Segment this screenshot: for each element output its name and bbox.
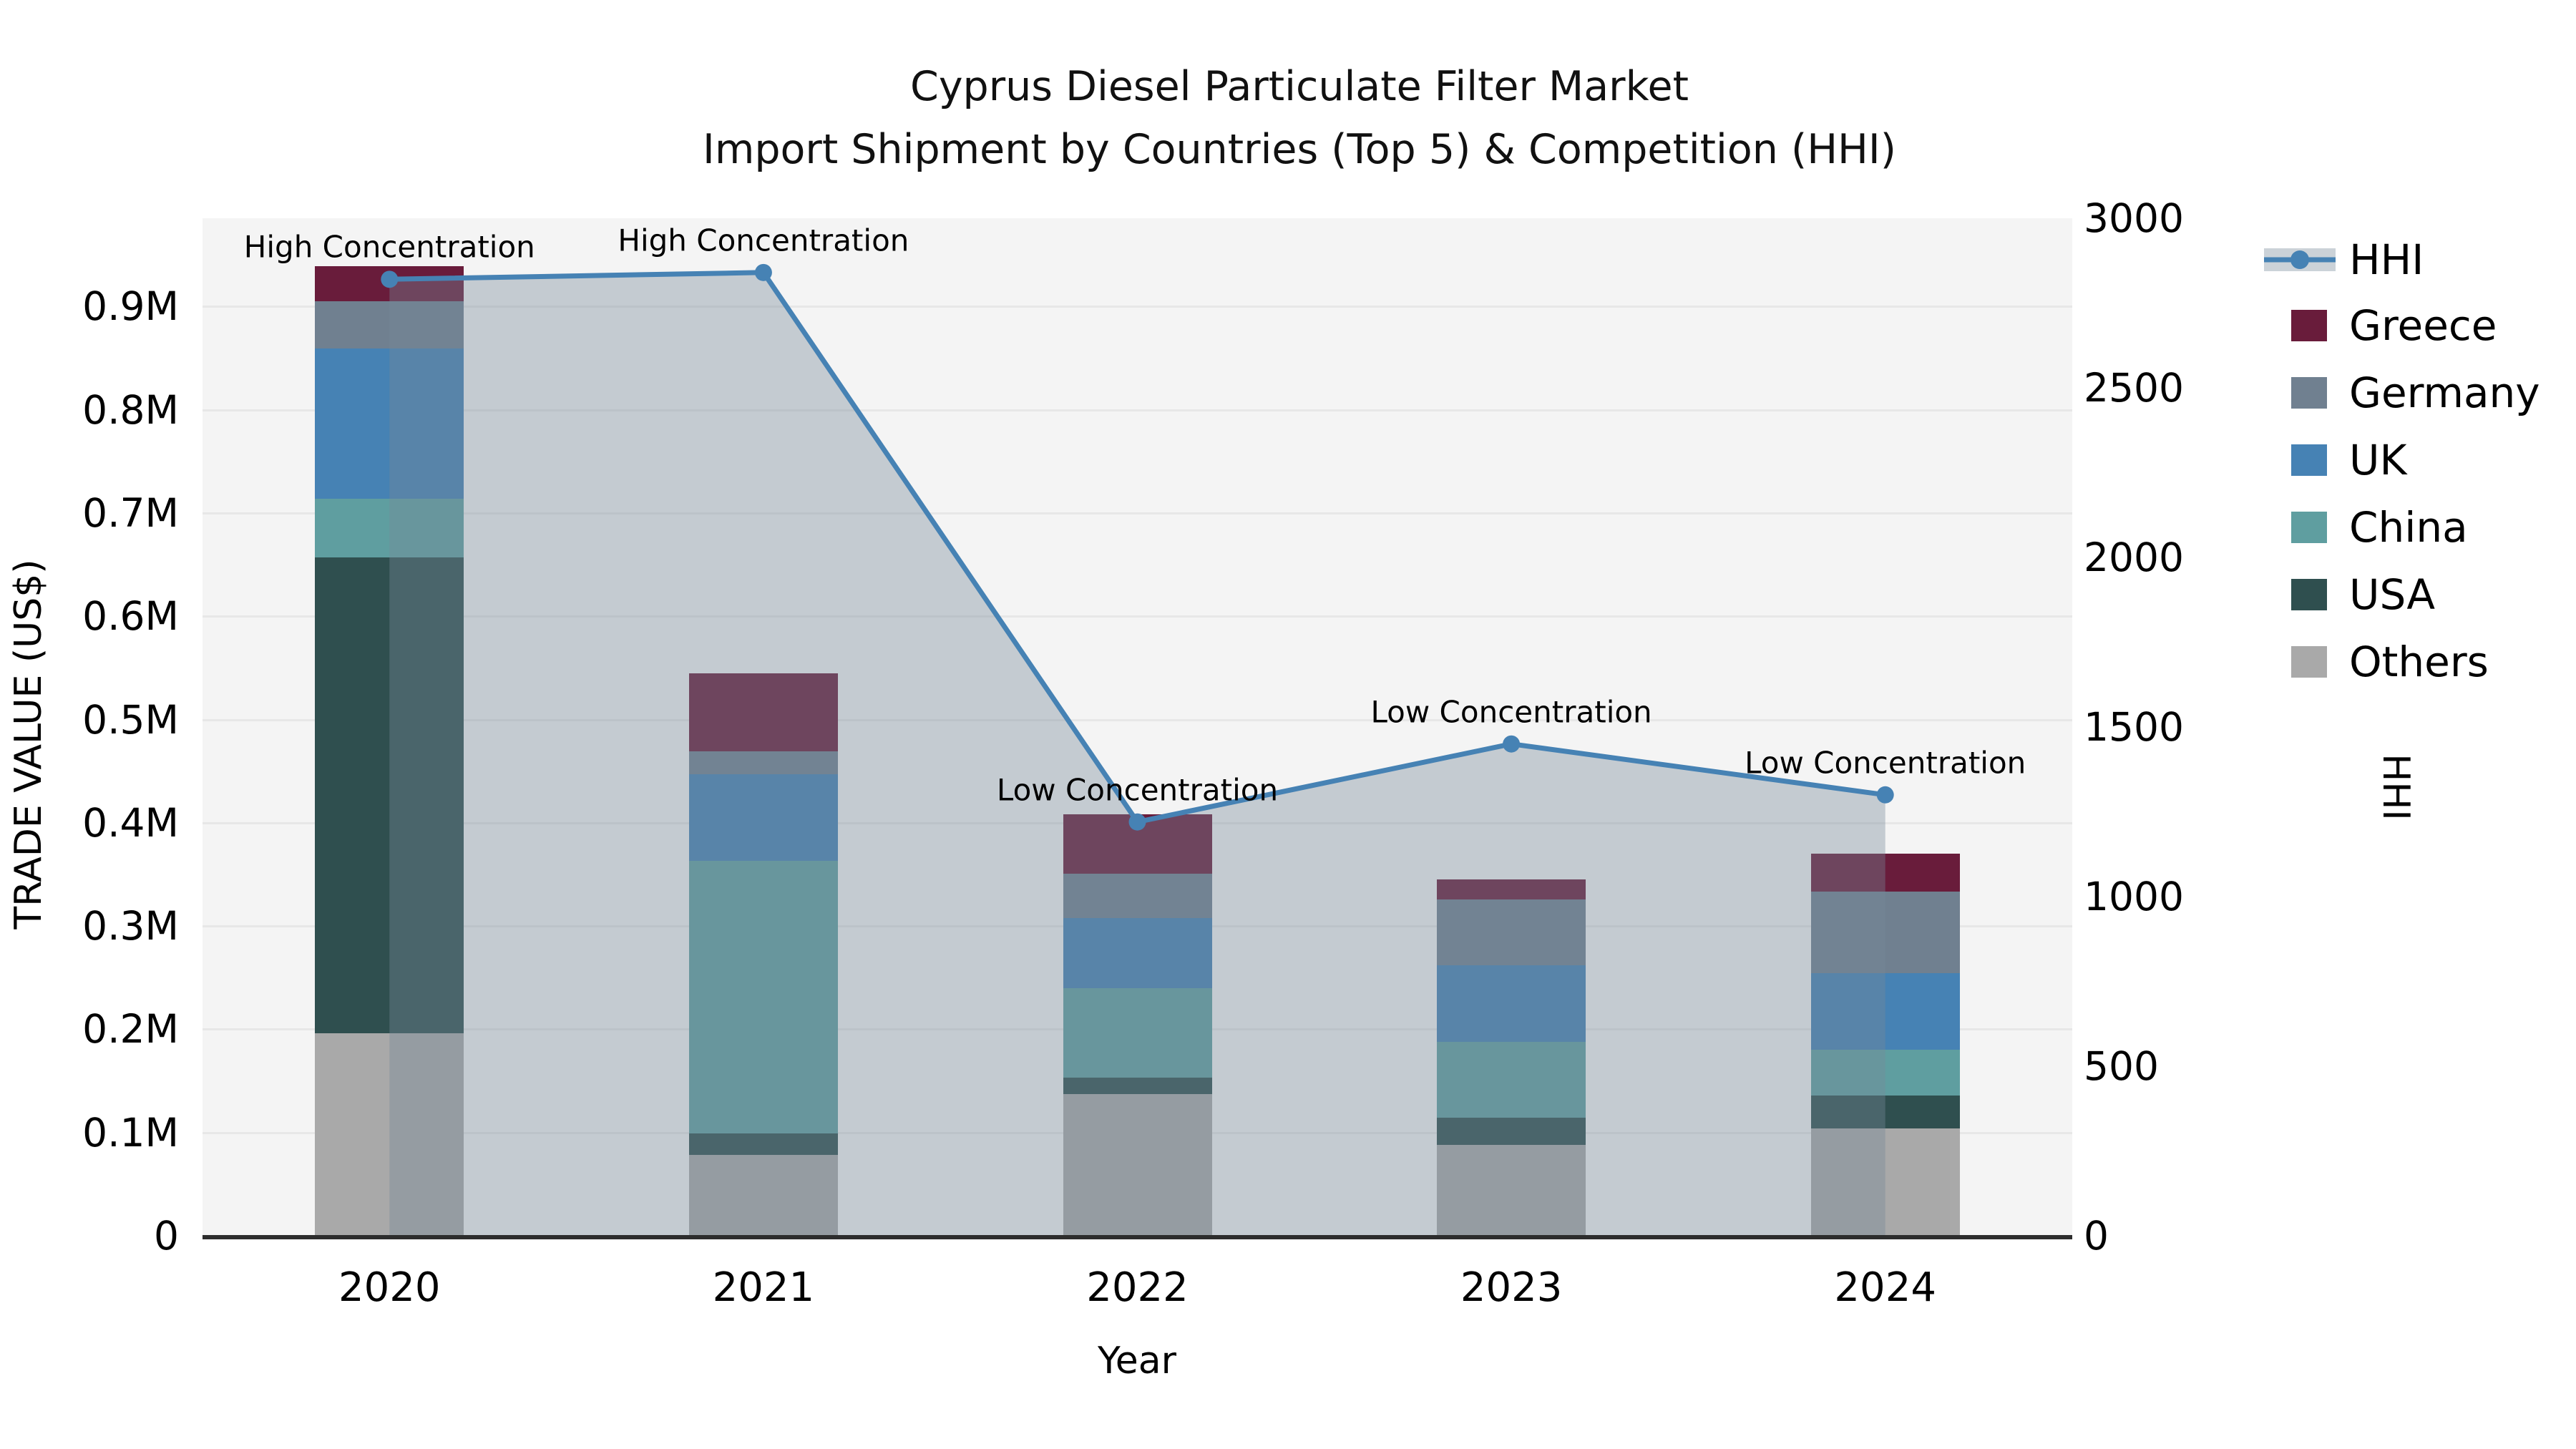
left-tick-0.1M: 0.1M (82, 1109, 179, 1156)
legend-swatch-usa (2291, 579, 2327, 610)
hhi-point-2023 (1503, 735, 1521, 753)
bar-segment-2021-others (688, 1155, 838, 1236)
bar-segment-2024-others (1810, 1128, 1960, 1236)
bar-segment-2023-greece (1437, 879, 1586, 899)
bar-segment-2023-others (1437, 1145, 1586, 1236)
legend-label-usa: USA (2349, 570, 2436, 619)
legend-label-china: China (2349, 503, 2468, 552)
legend-label-hhi: HHI (2349, 235, 2424, 284)
bar-segment-2022-germany (1063, 873, 1212, 918)
bar-segment-2020-germany (315, 301, 464, 349)
hhi-area-fill (389, 272, 1885, 1236)
gridline-0.9M (203, 306, 2072, 308)
legend-label-greece: Greece (2349, 301, 2497, 350)
bar-segment-2022-china (1063, 987, 1212, 1078)
right-tick-500: 500 (2084, 1043, 2159, 1089)
annotation-2023: Low Concentration (1370, 694, 1652, 730)
left-tick-0.9M: 0.9M (82, 283, 179, 330)
annotation-2024: Low Concentration (1745, 745, 2026, 781)
plot-area: High Concentration High Concentration Low … (203, 218, 2072, 1236)
chart-title-line2: Import Shipment by Countries (Top 5) & C… (703, 126, 1896, 173)
bar-segment-2023-china (1437, 1041, 1586, 1118)
legend-swatch-others (2291, 646, 2327, 678)
left-tick-0.5M: 0.5M (82, 696, 179, 743)
hhi-point-2022 (1128, 813, 1146, 831)
annotation-2021: High Concentration (618, 223, 909, 258)
annotation-2020: High Concentration (243, 229, 535, 265)
right-tick-1500: 1500 (2084, 704, 2184, 750)
x-tick-2024: 2024 (1834, 1264, 1936, 1311)
bar-segment-2021-usa (688, 1133, 838, 1156)
hhi-line-overlay (381, 263, 1894, 1236)
x-tick-2021: 2021 (712, 1264, 815, 1311)
hhi-markers (381, 263, 1894, 831)
legend-label-others: Others (2349, 638, 2489, 686)
legend-swatch-greece (2291, 310, 2327, 341)
bar-segment-2022-uk (1063, 917, 1212, 988)
x-axis-line (203, 1235, 2072, 1239)
legend-swatch-germany (2291, 377, 2327, 409)
gridline-0.8M (203, 409, 2072, 411)
chart-title-line1: Cyprus Diesel Particulate Filter Market (910, 63, 1689, 110)
legend-swatch-uk (2291, 444, 2327, 476)
legend-swatch-china (2291, 512, 2327, 543)
bar-segment-2020-china (315, 498, 464, 557)
right-tick-0: 0 (2084, 1213, 2109, 1259)
bar-segment-2020-usa (315, 557, 464, 1034)
right-tick-1000: 1000 (2084, 874, 2184, 919)
bar-segment-2024-usa (1810, 1095, 1960, 1128)
bar-segment-2022-usa (1063, 1078, 1212, 1095)
gridline-0.5M (203, 718, 2072, 721)
legend-hhi-marker (2290, 250, 2309, 269)
right-tick-3000: 3000 (2084, 195, 2184, 241)
hhi-point-2020 (381, 270, 399, 288)
bar-segment-2023-uk (1437, 965, 1586, 1042)
bar-segment-2021-china (688, 861, 838, 1134)
x-tick-2023: 2023 (1460, 1264, 1563, 1311)
left-tick-0.7M: 0.7M (82, 489, 179, 536)
left-tick-0: 0 (154, 1213, 179, 1259)
right-axis-title: HHI (2374, 753, 2417, 821)
bar-segment-2024-greece (1810, 854, 1960, 892)
bar-segment-2023-germany (1437, 899, 1586, 965)
bar-segment-2024-china (1810, 1050, 1960, 1096)
hhi-point-2021 (754, 263, 772, 281)
legend-label-uk: UK (2349, 436, 2407, 484)
bar-segment-2024-uk (1810, 973, 1960, 1050)
bar-segment-2021-greece (688, 673, 838, 752)
gridline-0.7M (203, 512, 2072, 514)
left-tick-0.6M: 0.6M (82, 593, 179, 640)
x-tick-2022: 2022 (1086, 1264, 1189, 1311)
bar-segment-2022-others (1063, 1094, 1212, 1236)
annotation-2022: Low Concentration (996, 772, 1279, 808)
gridline-0.6M (203, 615, 2072, 618)
x-tick-2020: 2020 (338, 1264, 441, 1311)
bar-segment-2020-others (315, 1033, 464, 1236)
legend-label-germany: Germany (2349, 369, 2540, 417)
x-axis-title: Year (1097, 1340, 1177, 1382)
left-tick-0.8M: 0.8M (82, 386, 179, 433)
bar-segment-2021-germany (688, 751, 838, 774)
right-tick-2500: 2500 (2084, 365, 2184, 411)
bar-segment-2021-uk (688, 774, 838, 862)
bar-segment-2024-germany (1810, 892, 1960, 974)
hhi-point-2024 (1876, 786, 1894, 804)
right-tick-2000: 2000 (2084, 535, 2184, 580)
left-axis-title: TRADE VALUE (US$) (7, 559, 50, 930)
bar-segment-2023-usa (1437, 1118, 1586, 1145)
left-tick-0.4M: 0.4M (82, 799, 179, 846)
bar-segment-2020-uk (315, 348, 464, 499)
left-tick-0.2M: 0.2M (82, 1006, 179, 1053)
left-tick-0.3M: 0.3M (82, 903, 179, 950)
